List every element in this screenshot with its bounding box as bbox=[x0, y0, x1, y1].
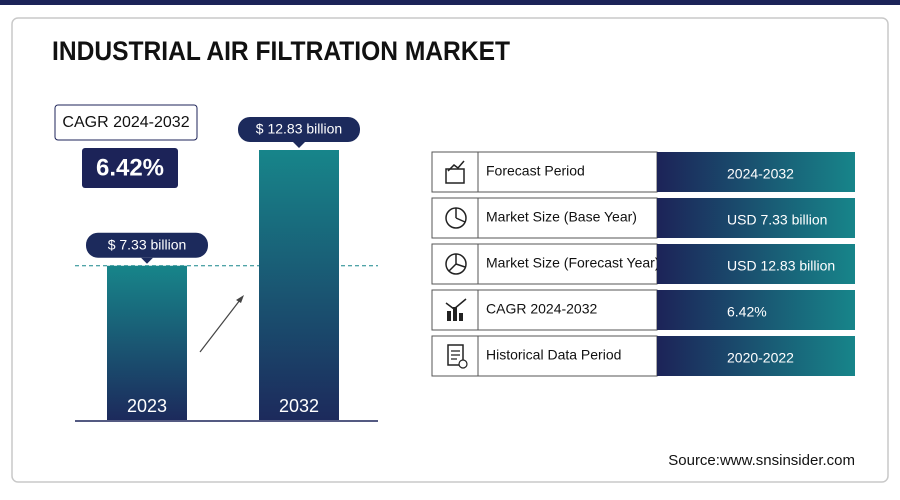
row-label-cell bbox=[431, 197, 658, 239]
bubble-pointer bbox=[293, 142, 305, 148]
row-value-cell bbox=[657, 244, 855, 284]
value-label-bubble bbox=[238, 117, 360, 142]
x-tick-label: 2032 bbox=[279, 396, 319, 416]
row-value: 2024-2032 bbox=[727, 166, 794, 182]
value-label-bubble bbox=[86, 232, 208, 258]
row-label-cell bbox=[431, 243, 658, 285]
row-value: 6.42% bbox=[727, 304, 767, 320]
top-stripe bbox=[0, 0, 900, 5]
row-label: Forecast Period bbox=[486, 163, 585, 179]
row-value-cell bbox=[657, 290, 855, 330]
row-label: CAGR 2024-2032 bbox=[486, 301, 598, 317]
row-value: USD 7.33 billion bbox=[727, 212, 827, 228]
cagr-value: 6.42% bbox=[96, 154, 164, 181]
row-value-cell bbox=[657, 152, 855, 192]
row-value: 2020-2022 bbox=[727, 350, 794, 366]
x-tick-label: 2023 bbox=[127, 396, 167, 416]
row-value-cell bbox=[657, 336, 855, 376]
row-value-cell bbox=[657, 198, 855, 238]
summary-table: Forecast Period 2024-2032 Market Size (Bas… bbox=[431, 151, 855, 377]
row-icon bbox=[445, 207, 467, 229]
row-value: USD 12.83 billion bbox=[727, 258, 835, 274]
row-label: Market Size (Base Year) bbox=[486, 209, 637, 225]
row-icon bbox=[447, 344, 468, 369]
value-label: $ 7.33 billion bbox=[108, 236, 187, 252]
row-icon bbox=[445, 298, 467, 321]
row-icon bbox=[445, 253, 467, 275]
arrow-head bbox=[236, 295, 244, 303]
bar bbox=[107, 265, 187, 420]
row-label: Historical Data Period bbox=[486, 347, 621, 363]
growth-arrow bbox=[199, 299, 241, 353]
bubble-pointer bbox=[141, 257, 153, 264]
value-label: $ 12.83 billion bbox=[256, 121, 342, 137]
row-label-cell bbox=[431, 335, 658, 377]
cagr-value-box bbox=[82, 148, 178, 188]
bar bbox=[259, 150, 339, 420]
title: INDUSTRIAL AIR FILTRATION MARKET bbox=[52, 36, 510, 66]
source: Source:www.snsinsider.com bbox=[668, 452, 855, 469]
cagr-label: CAGR 2024-2032 bbox=[62, 114, 189, 131]
cagr-box bbox=[54, 104, 198, 141]
row-icon bbox=[445, 160, 465, 184]
row-label: Market Size (Forecast Year) bbox=[486, 255, 660, 271]
row-label-cell bbox=[431, 151, 658, 193]
row-label-cell bbox=[431, 289, 658, 331]
bar-chart: 2023 $ 7.33 billion 2032 $ 12.83 billion bbox=[75, 117, 378, 420]
